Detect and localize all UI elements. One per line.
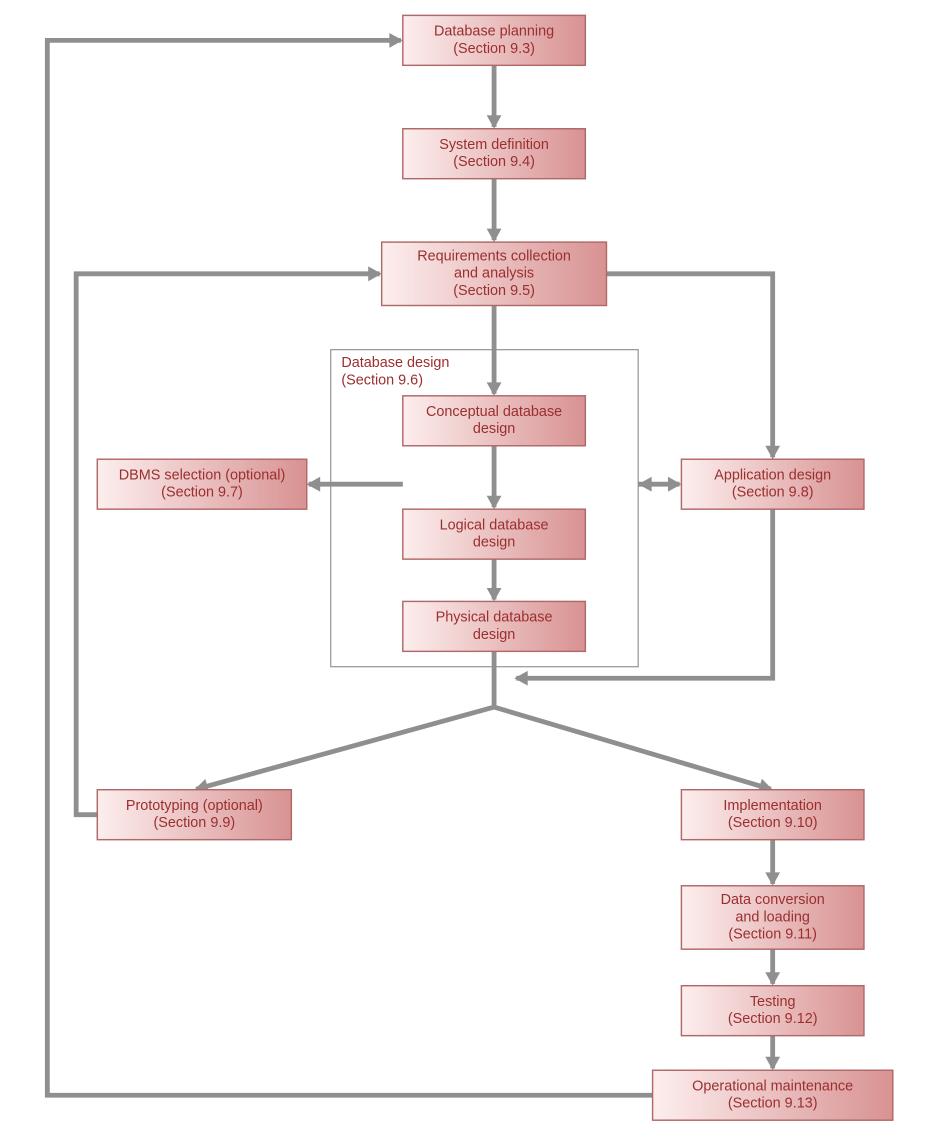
node-system-definition: System definition(Section 9.4) [403,129,586,179]
node-implementation-label-line-1: (Section 9.10) [728,815,818,831]
database-design-group-label-line-0: Database design [341,355,449,371]
node-logical-design: Logical database design [403,509,586,559]
node-requirements-label-line-1: and analysis [454,266,534,282]
node-prototyping: Prototyping (optional)(Section 9.9) [97,790,291,840]
node-implementation: Implementation(Section 9.10) [681,790,864,840]
node-application-design: Application design (Section 9.8) [681,459,864,509]
node-requirements-label-line-0: Requirements collection [417,248,571,264]
node-conceptual-design-label-line-0: Conceptual database [426,404,562,420]
node-physical-design-label-line-1: design [473,627,515,643]
node-dbms-selection-label-line-0: DBMS selection (optional) [119,467,286,483]
node-data-conversion-label-line-1: and loading [735,909,810,925]
database-design-group-label-line-1: (Section 9.6) [341,372,423,388]
node-conceptual-design: Conceptual databasedesign [403,396,586,446]
node-conceptual-design-label-line-1: design [473,421,515,437]
node-testing-label-line-0: Testing [750,994,796,1010]
node-logical-design-label-line-1: design [473,535,515,551]
node-database-planning-label-line-1: (Section 9.3) [453,41,535,57]
node-application-design-label-line-1: (Section 9.8) [732,485,814,501]
node-physical-design: Physical databasedesign [403,601,586,651]
node-testing: Testing(Section 9.12) [681,986,864,1036]
node-prototyping-label-line-1: (Section 9.9) [153,815,235,831]
node-logical-design-label-line-0: Logical database [440,517,549,533]
node-physical-design-label-line-0: Physical database [436,610,553,626]
node-dbms-selection: DBMS selection (optional) (Section 9.7) [97,459,306,509]
node-implementation-label-line-0: Implementation [723,798,822,814]
node-requirements-label-line-2: (Section 9.5) [453,283,535,299]
node-dbms-selection-label-line-1: (Section 9.7) [161,485,243,501]
node-data-conversion-label-line-2: (Section 9.11) [728,927,817,943]
node-system-definition-label-line-0: System definition [439,137,549,153]
flowchart-root: Database design(Section 9.6) Database pla… [0,0,943,1125]
node-database-planning-label-line-0: Database planning [434,24,554,40]
node-operational-maint-label-line-1: (Section 9.13) [728,1096,818,1112]
node-data-conversion-label-line-0: Data conversion [721,892,825,908]
node-operational-maint-label-line-0: Operational maintenance [692,1078,853,1094]
node-application-design-label-line-0: Application design [714,467,831,483]
node-database-planning: Database planning(Section 9.3) [403,15,586,65]
node-data-conversion: Data conversionand loading (Section 9.11) [681,886,864,949]
node-testing-label-line-1: (Section 9.12) [728,1011,818,1027]
node-prototyping-label-line-0: Prototyping (optional) [126,798,263,814]
node-system-definition-label-line-1: (Section 9.4) [453,154,535,170]
node-requirements: Requirements collection and analysis(Sect… [382,242,607,305]
node-operational-maint: Operational maintenance (Section 9.13) [653,1070,893,1120]
